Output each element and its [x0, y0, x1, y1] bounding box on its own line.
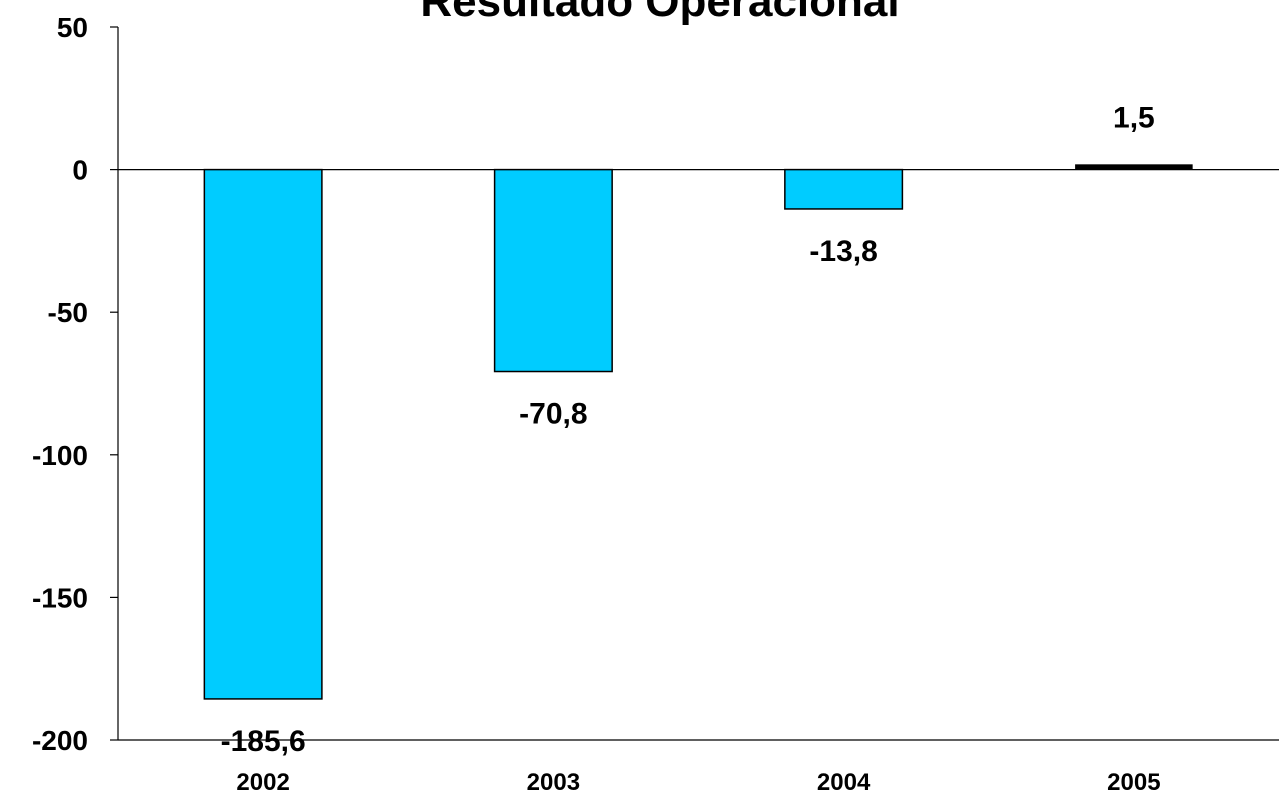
- data-label-2005: 1,5: [1113, 101, 1155, 134]
- y-tick-label: -100: [32, 440, 88, 471]
- y-tick-label: -150: [32, 582, 88, 613]
- y-tick-label: 0: [72, 155, 88, 186]
- y-tick-label: -200: [32, 725, 88, 756]
- y-tick-label: 50: [57, 12, 88, 43]
- data-label-2004: -13,8: [809, 235, 877, 268]
- chart-labels: -185,6 2002 -70,8 2003 -13,8 2004 1,5 2005: [221, 101, 1161, 796]
- chart-bars: [203, 164, 1193, 700]
- data-label-2003: -70,8: [519, 398, 587, 431]
- y-tick-label: -50: [48, 297, 88, 328]
- x-tick-label-2002: 2002: [236, 769, 289, 796]
- bar-2003: [493, 168, 613, 373]
- chart-title: Resultado Operacional: [420, 0, 899, 26]
- x-tick-label-2005: 2005: [1107, 769, 1160, 796]
- bar-2004: [784, 168, 904, 210]
- data-label-2002: -185,6: [221, 725, 306, 758]
- x-tick-label-2003: 2003: [527, 769, 580, 796]
- x-tick-label-2004: 2004: [817, 769, 871, 796]
- bar-2005: [1075, 164, 1193, 170]
- bar-2002: [203, 168, 323, 700]
